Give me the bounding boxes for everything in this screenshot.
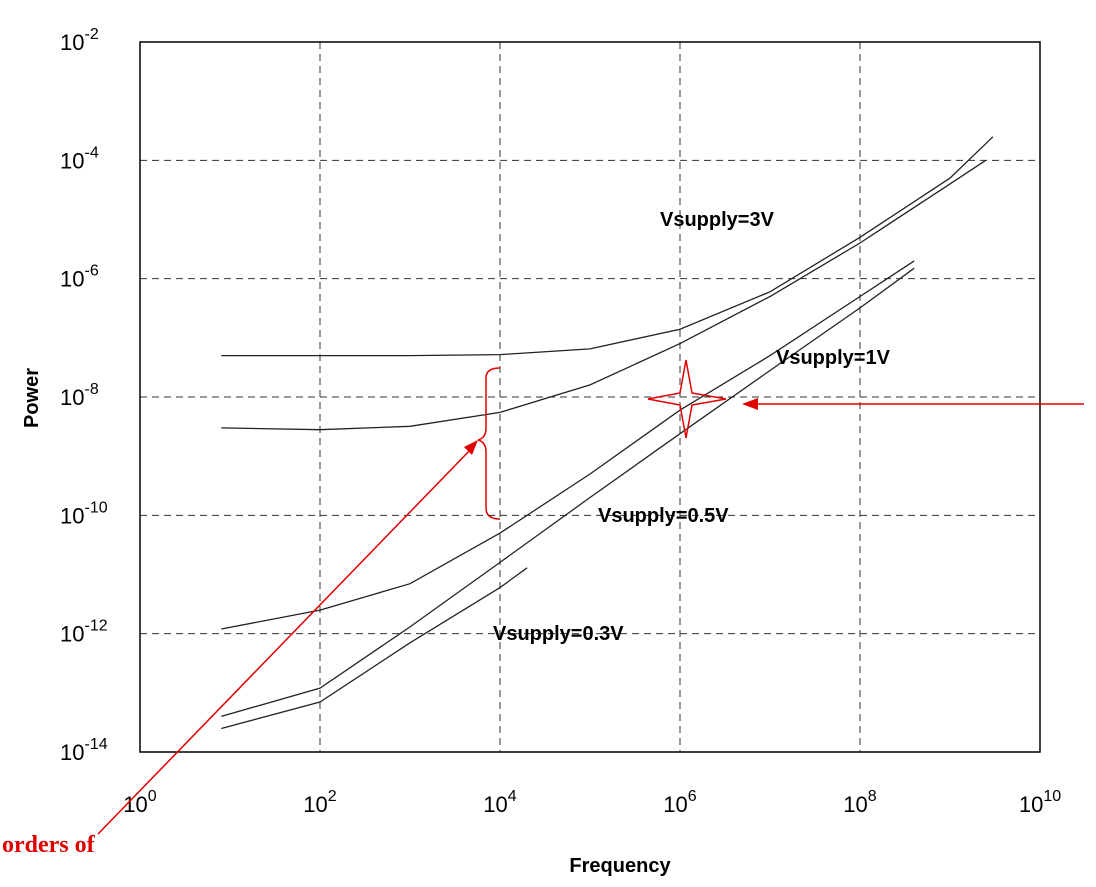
- x-tick-label-5: 1010: [1019, 788, 1061, 817]
- y-tick-label-2: 10-6: [60, 263, 99, 292]
- series-line-0: [221, 136, 994, 357]
- y-tick-label-4: 10-10: [60, 499, 108, 528]
- series-label-0-3v: Vsupply=0.3V: [493, 623, 624, 645]
- x-tick-label-4: 108: [843, 788, 876, 817]
- grid: [140, 42, 1040, 752]
- series-label-0-5v: Vsupply=0.5V: [598, 505, 729, 527]
- y-tick-label-5: 10-12: [60, 618, 108, 647]
- annotation-pointer-line: [97, 445, 475, 835]
- x-axis-title: Frequency: [569, 855, 671, 877]
- y-tick-label-1: 10-4: [60, 144, 99, 173]
- series-line-4: [221, 567, 528, 730]
- series-layer: [221, 136, 994, 730]
- series-line-3: [221, 267, 915, 718]
- x-tick-label-1: 102: [303, 788, 336, 817]
- series-line-1: [221, 159, 987, 431]
- series-label-3v: Vsupply=3V: [660, 209, 775, 231]
- star-marker: [647, 359, 727, 439]
- y-tick-label-6: 10-14: [60, 736, 108, 765]
- annotation-text: orders of: [2, 832, 96, 858]
- y-tick-labels: 10-2 10-4 10-6 10-8 10-10 10-12 10-14: [60, 26, 108, 765]
- right-arrow-head: [742, 398, 758, 410]
- x-tick-label-3: 106: [663, 788, 696, 817]
- series-line-2: [221, 260, 915, 630]
- plot-frame: [139, 41, 1041, 753]
- y-axis-title: Power: [21, 368, 43, 428]
- y-tick-label-3: 10-8: [60, 381, 99, 410]
- annotation-pointer-arrowhead: [464, 440, 478, 455]
- y-tick-label-0: 10-2: [60, 26, 99, 55]
- x-tick-label-2: 104: [483, 788, 516, 817]
- series-label-1v: Vsupply=1V: [776, 347, 891, 369]
